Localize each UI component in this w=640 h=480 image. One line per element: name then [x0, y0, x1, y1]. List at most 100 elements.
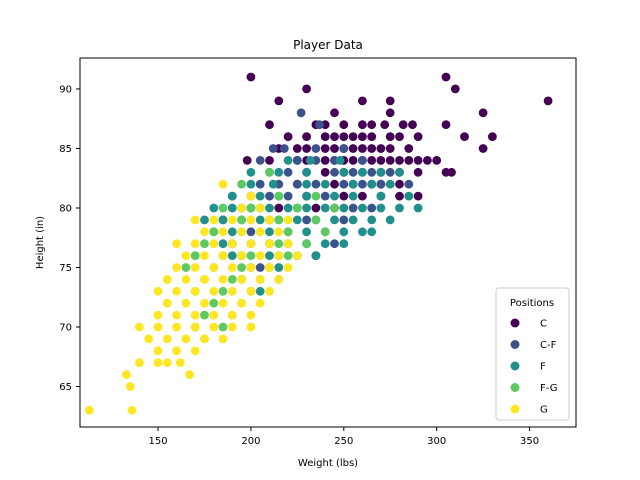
legend-label-f: F — [540, 362, 546, 373]
data-point-c-f — [339, 215, 349, 225]
data-point-c — [404, 156, 414, 165]
data-point-c — [376, 156, 386, 165]
data-point-g — [162, 275, 172, 284]
data-point-g — [246, 191, 256, 201]
data-point-g — [218, 227, 228, 237]
legend-title: Positions — [510, 298, 554, 309]
data-point-f-g — [330, 203, 339, 213]
data-point-f-g — [209, 227, 219, 237]
data-point-c — [395, 132, 404, 142]
data-point-g — [190, 322, 200, 332]
data-point-c-f — [255, 179, 265, 189]
data-point-c — [450, 84, 460, 94]
data-point-c — [441, 120, 451, 130]
data-point-f — [348, 215, 358, 225]
data-point-g — [153, 358, 163, 368]
data-point-c — [320, 156, 330, 165]
data-point-c — [423, 156, 432, 165]
data-point-c — [385, 108, 395, 118]
data-point-f — [246, 179, 256, 189]
data-point-f — [268, 179, 278, 189]
data-point-f — [209, 203, 219, 213]
series-g — [84, 179, 302, 415]
data-point-g — [172, 263, 182, 272]
data-point-g — [135, 358, 144, 368]
data-point-f — [320, 179, 330, 189]
data-point-c — [358, 120, 367, 130]
legend-marker-f — [510, 361, 520, 371]
data-point-g — [162, 298, 172, 308]
data-point-c-f — [339, 144, 349, 153]
data-point-g — [175, 358, 185, 368]
data-point-f-g — [283, 227, 293, 237]
data-point-c — [320, 132, 330, 142]
legend-label-f-g: F-G — [540, 383, 557, 394]
data-point-c-f — [367, 203, 377, 213]
data-point-f — [265, 251, 274, 260]
data-point-f — [302, 167, 311, 177]
data-point-f-g — [274, 191, 284, 201]
data-point-f-g — [218, 203, 228, 213]
data-point-g — [200, 275, 209, 284]
data-point-f — [358, 203, 367, 213]
data-point-g — [237, 203, 247, 213]
data-point-g — [84, 405, 94, 415]
data-point-g — [274, 275, 284, 284]
data-point-f — [292, 215, 302, 225]
data-point-g — [153, 346, 163, 356]
data-point-f-g — [311, 191, 321, 201]
data-point-c-f — [339, 179, 349, 189]
data-point-g — [190, 215, 200, 225]
data-point-c-f — [358, 179, 367, 189]
data-point-c-f — [283, 167, 293, 177]
legend-marker-c-f — [510, 340, 520, 349]
data-point-f — [274, 263, 284, 272]
points-layer — [84, 72, 553, 415]
data-point-g — [227, 310, 237, 320]
data-point-f — [311, 251, 321, 260]
data-point-g — [190, 239, 200, 249]
data-point-c — [404, 144, 414, 153]
data-point-c — [246, 72, 256, 82]
data-point-g — [237, 275, 247, 284]
data-point-c — [413, 167, 423, 177]
data-point-c — [339, 191, 349, 201]
data-point-g — [246, 286, 256, 296]
data-point-c-f — [302, 215, 311, 225]
data-point-g — [283, 239, 293, 249]
data-point-g — [218, 251, 228, 260]
data-point-g — [283, 215, 293, 225]
data-point-c — [274, 203, 284, 213]
data-point-g — [209, 215, 219, 225]
data-point-c-f — [255, 263, 265, 272]
legend-marker-c — [510, 318, 520, 328]
data-point-g — [209, 322, 219, 332]
data-point-f-g — [283, 251, 293, 260]
data-point-c — [367, 120, 377, 130]
data-point-c-f — [367, 167, 377, 177]
data-point-g — [265, 215, 274, 225]
data-point-c — [413, 191, 423, 201]
data-point-g — [255, 298, 265, 308]
x-tick-label: 350 — [520, 436, 539, 447]
data-point-g — [190, 286, 200, 296]
data-point-f — [218, 215, 228, 225]
data-point-f — [302, 179, 311, 189]
data-point-c-f — [330, 239, 339, 249]
data-point-g — [265, 263, 274, 272]
data-point-c — [242, 156, 252, 165]
data-point-c — [330, 144, 339, 153]
data-point-c — [367, 144, 377, 153]
data-point-f — [413, 203, 423, 213]
data-point-f — [265, 227, 274, 237]
data-point-c-f — [385, 167, 395, 177]
data-point-g — [190, 310, 200, 320]
data-point-f — [367, 215, 377, 225]
data-point-g — [237, 227, 247, 237]
data-point-c-f — [315, 120, 324, 130]
data-point-f — [339, 203, 349, 213]
data-point-c — [408, 120, 417, 130]
data-point-c — [274, 96, 284, 106]
x-tick-label: 150 — [148, 436, 167, 447]
data-point-g — [172, 286, 182, 296]
